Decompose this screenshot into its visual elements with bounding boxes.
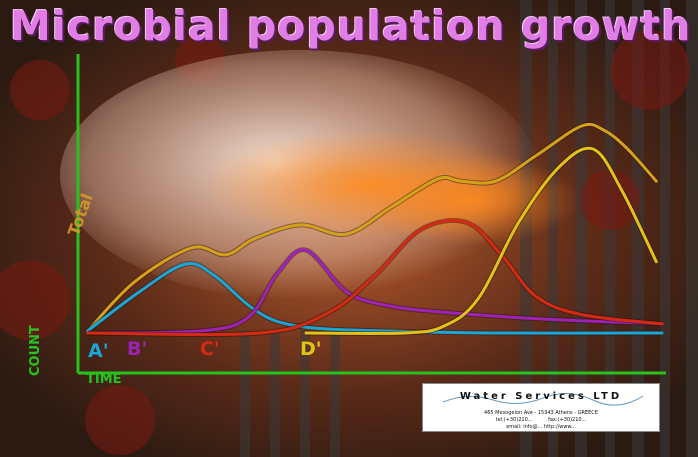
series-line-total xyxy=(86,122,658,333)
point-label-b: B' xyxy=(127,338,148,360)
x-axis-label: TIME xyxy=(86,372,122,387)
wave-logo-icon xyxy=(443,393,643,406)
company-contact: tel:(+30)210... fax:(+30)210... xyxy=(495,417,587,423)
series-line-d xyxy=(304,146,658,335)
point-label-c: C' xyxy=(200,338,220,360)
company-address: 465 Mesogeion Ave - 15343 Athens - GREEC… xyxy=(484,410,598,416)
chart-title: Microbial population growth xyxy=(10,2,692,50)
company-web: email: info@... http://www... xyxy=(506,424,576,430)
company-name: Water Services LTD xyxy=(459,391,623,402)
point-label-d: D' xyxy=(300,338,322,360)
series-shadow-d xyxy=(306,145,659,336)
series-line-b xyxy=(86,248,664,335)
y-axis-label: COUNT xyxy=(28,325,43,376)
series-shadow-c xyxy=(87,218,663,338)
series-line-c xyxy=(86,219,664,337)
company-logo-box: Water Services LTD 465 Mesogeion Ave - 1… xyxy=(422,383,660,432)
series-line-a xyxy=(86,261,664,335)
point-label-a: A' xyxy=(88,340,109,362)
